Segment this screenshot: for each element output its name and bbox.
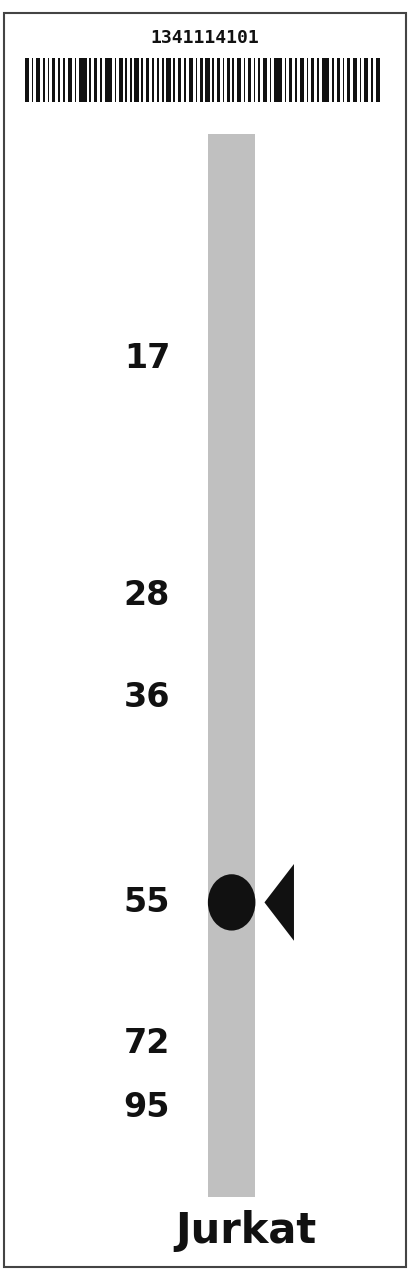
Bar	[342, 58, 344, 102]
Bar	[321, 58, 328, 102]
Bar	[346, 58, 349, 102]
Bar	[52, 58, 55, 102]
Text: 17: 17	[124, 342, 170, 375]
Bar	[331, 58, 333, 102]
Bar	[25, 58, 29, 102]
Bar	[89, 58, 91, 102]
Text: Jurkat: Jurkat	[175, 1211, 316, 1252]
Bar	[178, 58, 181, 102]
Bar	[336, 58, 339, 102]
Bar	[134, 58, 138, 102]
Bar	[352, 58, 356, 102]
Text: 36: 36	[124, 681, 170, 714]
Bar	[100, 58, 101, 102]
Bar	[156, 58, 159, 102]
Bar	[375, 58, 379, 102]
Bar	[125, 58, 127, 102]
Bar	[58, 58, 60, 102]
Bar	[104, 58, 112, 102]
Bar	[184, 58, 185, 102]
Bar	[299, 58, 303, 102]
Bar	[247, 58, 251, 102]
Bar	[284, 58, 285, 102]
Bar	[274, 58, 281, 102]
Bar	[63, 58, 65, 102]
Bar	[269, 58, 271, 102]
Bar	[253, 58, 255, 102]
Bar	[243, 58, 245, 102]
Bar	[47, 58, 49, 102]
Bar	[188, 58, 192, 102]
Bar	[119, 58, 122, 102]
Bar	[115, 58, 116, 102]
Bar	[236, 58, 240, 102]
Bar	[141, 58, 143, 102]
Bar	[363, 58, 367, 102]
Bar	[130, 58, 131, 102]
Bar	[79, 58, 86, 102]
Bar	[262, 58, 266, 102]
Bar	[43, 58, 45, 102]
Bar	[294, 58, 296, 102]
Bar	[212, 58, 213, 102]
Text: 1341114101: 1341114101	[150, 29, 259, 47]
Bar	[231, 58, 233, 102]
Bar	[207, 134, 254, 1197]
Bar	[162, 58, 163, 102]
Ellipse shape	[207, 874, 255, 931]
Bar	[222, 58, 224, 102]
Bar	[67, 58, 72, 102]
Bar	[310, 58, 314, 102]
Bar	[94, 58, 97, 102]
Bar	[195, 58, 197, 102]
Bar	[36, 58, 40, 102]
Bar	[359, 58, 360, 102]
Bar	[31, 58, 33, 102]
Bar	[152, 58, 153, 102]
Bar	[216, 58, 220, 102]
Bar	[370, 58, 372, 102]
Text: 55: 55	[124, 886, 170, 919]
Bar	[74, 58, 76, 102]
Bar	[288, 58, 292, 102]
Bar	[200, 58, 202, 102]
Bar	[166, 58, 170, 102]
Text: 28: 28	[124, 579, 170, 612]
Bar	[205, 58, 209, 102]
Text: 95: 95	[124, 1091, 170, 1124]
Bar	[146, 58, 149, 102]
Bar	[317, 58, 318, 102]
Bar	[306, 58, 308, 102]
Polygon shape	[264, 864, 293, 941]
Text: 72: 72	[124, 1027, 170, 1060]
Bar	[258, 58, 259, 102]
Bar	[173, 58, 175, 102]
Bar	[227, 58, 230, 102]
